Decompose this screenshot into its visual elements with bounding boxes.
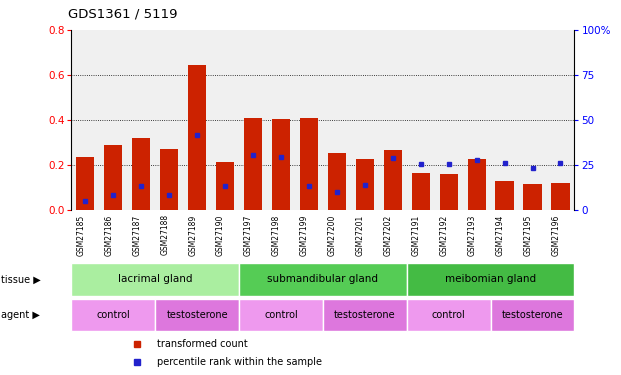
Bar (188, 65, 206, 210)
Bar (551, 183, 569, 210)
Text: GSM27199: GSM27199 (300, 214, 309, 256)
Bar (407, 299, 491, 331)
Text: testosterone: testosterone (166, 310, 228, 320)
Bar (468, 159, 486, 210)
Text: agent ▶: agent ▶ (1, 310, 40, 320)
Text: GSM27196: GSM27196 (551, 214, 560, 256)
Bar (496, 181, 514, 210)
Text: submandibular gland: submandibular gland (268, 274, 378, 284)
Bar (160, 149, 178, 210)
Bar (132, 138, 150, 210)
Text: GSM27186: GSM27186 (104, 214, 114, 256)
Text: tissue ▶: tissue ▶ (1, 274, 41, 284)
Text: GSM27190: GSM27190 (216, 214, 225, 256)
Text: GSM27198: GSM27198 (272, 214, 281, 256)
Bar (76, 157, 94, 210)
Bar (104, 145, 122, 210)
Text: GSM27194: GSM27194 (496, 214, 504, 256)
Text: GSM27187: GSM27187 (132, 214, 142, 256)
Bar (71, 299, 155, 331)
Bar (272, 119, 290, 210)
Text: lacrimal gland: lacrimal gland (118, 274, 193, 284)
Text: testosterone: testosterone (502, 310, 563, 320)
Text: GSM27192: GSM27192 (440, 214, 448, 256)
Text: GSM27200: GSM27200 (328, 214, 337, 256)
Bar (356, 159, 374, 210)
Bar (216, 162, 234, 210)
Text: meibomian gland: meibomian gland (445, 274, 536, 284)
Text: GSM27193: GSM27193 (468, 214, 477, 256)
Bar (412, 173, 430, 210)
Bar (384, 150, 402, 210)
Text: GSM27191: GSM27191 (412, 214, 421, 256)
Text: GSM27189: GSM27189 (188, 214, 197, 256)
Bar (155, 299, 239, 331)
Text: transformed count: transformed count (157, 339, 248, 349)
Text: percentile rank within the sample: percentile rank within the sample (157, 357, 322, 367)
Bar (440, 174, 458, 210)
Bar (524, 184, 542, 210)
Bar (239, 263, 407, 296)
Text: GSM27197: GSM27197 (244, 214, 253, 256)
Bar (239, 299, 323, 331)
Bar (300, 118, 318, 210)
Bar (244, 118, 262, 210)
Text: control: control (96, 310, 130, 320)
Bar (407, 263, 574, 296)
Text: GDS1361 / 5119: GDS1361 / 5119 (68, 8, 178, 21)
Text: GSM27185: GSM27185 (76, 214, 86, 256)
Text: GSM27188: GSM27188 (160, 214, 169, 255)
Text: GSM27202: GSM27202 (384, 214, 392, 256)
Bar (323, 299, 407, 331)
Text: control: control (264, 310, 298, 320)
Text: control: control (432, 310, 466, 320)
Bar (328, 153, 346, 210)
Text: GSM27201: GSM27201 (356, 214, 365, 256)
Text: GSM27195: GSM27195 (524, 214, 533, 256)
Bar (491, 299, 574, 331)
Text: testosterone: testosterone (334, 310, 396, 320)
Bar (71, 263, 239, 296)
